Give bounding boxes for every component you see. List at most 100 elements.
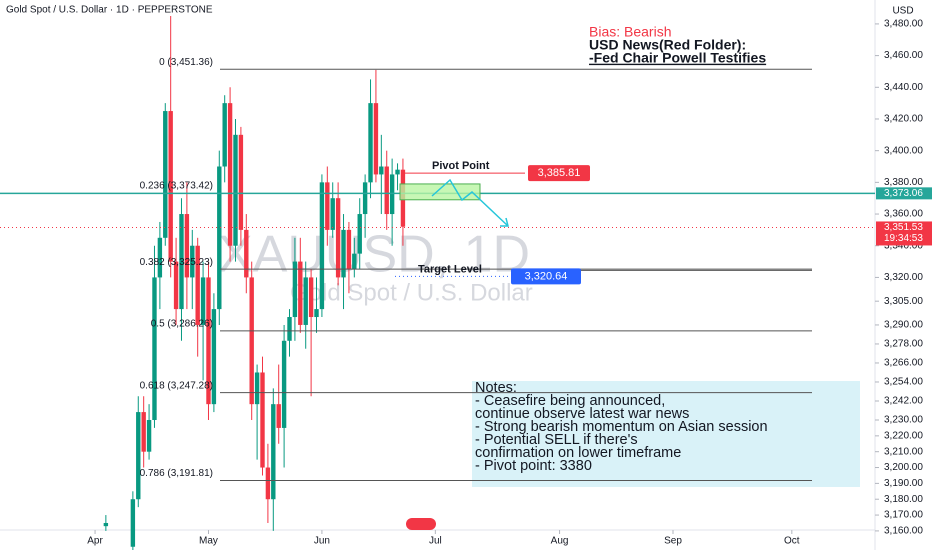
candle-body	[303, 277, 308, 325]
candle-body	[254, 372, 260, 405]
y-tick-label: 3,170.00	[884, 510, 923, 521]
pivot-tag	[528, 165, 590, 182]
y-tick-label: 3,230.00	[884, 415, 923, 426]
y-tick-label: 3,340.00	[884, 240, 923, 251]
news: -Fed Chair Powell Testifies	[589, 50, 766, 66]
y-tick-label: 3,220.00	[884, 430, 923, 441]
candle-body	[184, 214, 190, 278]
watermark: Gold Spot / U.S. Dollar	[290, 279, 533, 306]
candle-body	[368, 103, 373, 183]
pivot-label: Pivot Point	[432, 160, 490, 172]
candle-body	[163, 111, 168, 238]
candle-body	[249, 277, 254, 405]
candle-body	[330, 198, 335, 230]
candle-body	[222, 103, 227, 167]
candle-body	[190, 245, 195, 278]
candle-body	[146, 420, 152, 452]
candle-body	[260, 372, 265, 468]
y-tick-label: 3,380.00	[884, 177, 923, 188]
currency: USD	[892, 6, 913, 17]
candle-body	[298, 261, 303, 325]
y-tick-label: 3,160.00	[884, 526, 923, 537]
candle-body	[227, 103, 233, 246]
y-tick-label: 3,278.00	[884, 339, 923, 350]
watermark: XAUUSD, 1D	[218, 226, 530, 284]
target-tag-label: 3,320.64	[525, 270, 568, 282]
candle-body	[238, 134, 244, 230]
y-tick-label: 3,210.00	[884, 446, 923, 457]
bias: Bias: Bearish	[589, 24, 671, 40]
projection-arrow	[431, 178, 509, 227]
candle-body	[357, 214, 362, 254]
x-tick-label: Jun	[314, 536, 330, 547]
candle-body	[335, 198, 341, 278]
candle-body	[168, 111, 173, 262]
candle-body	[217, 166, 222, 310]
candle-body	[308, 277, 314, 318]
y-tick-label: 3,305.00	[884, 296, 923, 307]
notes-box	[472, 381, 860, 487]
price-tag-label: 3,373.06	[884, 188, 923, 199]
candle-body	[276, 404, 281, 428]
y-tick-label: 3,266.00	[884, 358, 923, 369]
candle-body	[211, 309, 217, 405]
y-tick-label: 3,290.00	[884, 320, 923, 331]
fib-label: 0 (3,451.36)	[159, 57, 213, 68]
news: USD News(Red Folder):	[589, 37, 746, 53]
price-tag	[876, 187, 932, 200]
candle-body	[152, 277, 157, 421]
x-tick-label: Jul	[429, 536, 442, 547]
pivot-zone	[399, 183, 481, 201]
note-line: continue observe latest war news	[475, 406, 689, 422]
countdown: 19:34:53	[884, 233, 923, 244]
x-tick-label: Oct	[784, 536, 800, 547]
candle-body	[314, 309, 319, 318]
candle-body	[179, 214, 184, 310]
candle-body	[352, 253, 357, 270]
candle-body	[325, 182, 330, 230]
y-tick-label: 3,254.00	[884, 377, 923, 388]
candle-body	[362, 182, 368, 215]
target-tag	[511, 268, 581, 285]
target-label: Target Level	[418, 263, 482, 275]
candle-body	[319, 182, 325, 310]
y-tick-label: 3,360.00	[884, 209, 923, 220]
x-tick-label: Aug	[551, 536, 569, 547]
note-line: - Ceasefire being announced,	[475, 393, 665, 409]
note-line: - Pivot point: 3380	[475, 458, 592, 474]
note-line: Notes:	[475, 380, 517, 396]
candle-body	[206, 277, 211, 405]
pivot-tag-label: 3,385.81	[538, 167, 581, 179]
y-tick-label: 3,400.00	[884, 145, 923, 156]
fib-label: 0.382 (3,325.23)	[140, 257, 213, 268]
y-tick-label: 3,242.00	[884, 396, 923, 407]
candle-body	[244, 229, 249, 278]
y-tick-label: 3,200.00	[884, 462, 923, 473]
x-tick-label: May	[199, 536, 218, 547]
candle-body	[379, 166, 384, 175]
fib-label: 0.236 (3,373.42)	[140, 180, 213, 191]
events-icon	[406, 518, 436, 530]
fib-label: 0.618 (3,247.28)	[140, 380, 213, 391]
candle-body	[389, 174, 395, 215]
fib-label: 0.786 (3,191.81)	[140, 468, 213, 479]
x-tick-label: Sep	[664, 536, 682, 547]
candle-body	[103, 522, 109, 527]
candle-body	[195, 245, 200, 325]
candle-body	[346, 229, 352, 270]
candle-body	[136, 412, 141, 500]
candle-body	[384, 166, 389, 215]
note-line: - Strong bearish momentum on Asian sessi…	[475, 419, 768, 435]
symbol-title: Gold Spot / U.S. Dollar · 1D · PEPPERSTO…	[6, 5, 213, 16]
y-tick-label: 3,190.00	[884, 478, 923, 489]
y-tick-label: 3,480.00	[884, 19, 923, 30]
y-tick-label: 3,460.00	[884, 50, 923, 61]
candle-body	[373, 103, 379, 175]
fib-label: 0.5 (3,286.26)	[151, 319, 213, 330]
candle-body	[233, 134, 238, 246]
candle-body	[157, 237, 163, 278]
candle-body	[141, 412, 146, 452]
candle-body	[341, 229, 346, 278]
y-tick-label: 3,440.00	[884, 82, 923, 93]
